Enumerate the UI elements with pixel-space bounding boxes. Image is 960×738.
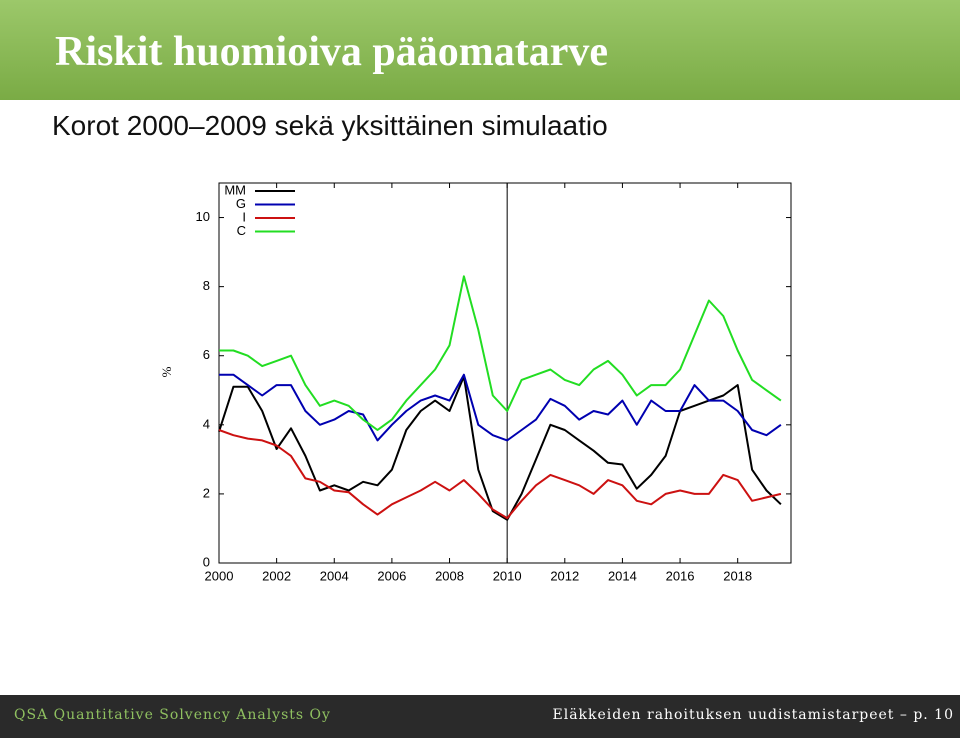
legend-label: MM	[224, 182, 246, 197]
series-line	[218, 375, 782, 521]
plot-frame	[218, 182, 792, 564]
x-tick-label: 2010	[493, 568, 522, 583]
series-line	[219, 275, 782, 431]
series-line	[218, 429, 782, 520]
x-tick-label: 2006	[377, 568, 406, 583]
legend-label: C	[237, 223, 246, 238]
footer-bar: QSA Quantitative Solvency Analysts Oy El…	[0, 695, 960, 738]
header-bar: Riskit huomioiva pääomatarve	[0, 0, 960, 100]
y-tick-label: 10	[196, 209, 210, 224]
footer-left: QSA Quantitative Solvency Analysts Oy	[14, 707, 331, 723]
legend-label: G	[236, 196, 246, 211]
x-tick-label: 2014	[608, 568, 637, 583]
x-tick-label: 2002	[262, 568, 291, 583]
legend-label: I	[242, 209, 246, 224]
chart: % 0 2 4 6 8 10 2000 2002 2004 2006 2008 2010 2012 201…	[159, 182, 792, 583]
y-tick-label: 4	[203, 416, 210, 431]
x-tick-label: 2012	[550, 568, 579, 583]
series-line	[219, 373, 782, 442]
x-tick-label: 2008	[435, 568, 464, 583]
x-tick-label: 2000	[205, 568, 234, 583]
y-tick-label: 6	[203, 347, 210, 362]
x-tick-label: 2016	[666, 568, 695, 583]
slide-title: Riskit huomioiva pääomatarve	[55, 29, 609, 75]
y-tick-label: 0	[203, 554, 210, 569]
footer-right: Eläkkeiden rahoituksen uudistamistarpeet…	[552, 707, 954, 723]
y-axis-label: %	[159, 366, 174, 377]
y-tick-label: 2	[203, 485, 210, 500]
slide-subtitle: Korot 2000–2009 sekä yksittäinen simulaa…	[52, 110, 608, 141]
x-tick-label: 2004	[320, 568, 349, 583]
x-tick-label: 2018	[723, 568, 752, 583]
y-tick-label: 8	[203, 278, 210, 293]
